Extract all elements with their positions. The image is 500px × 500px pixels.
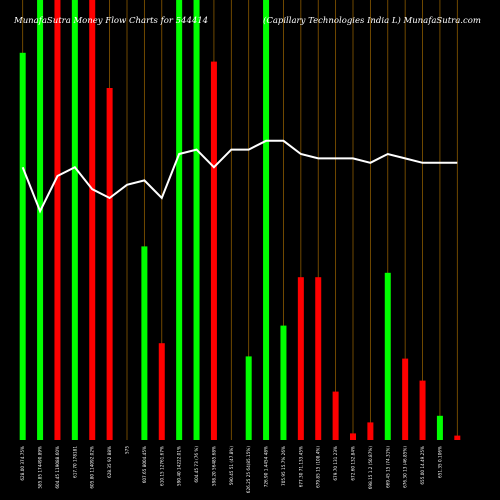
money-flow-bar	[350, 433, 356, 440]
x-tick-label: 628.35 92 88%	[107, 446, 112, 478]
money-flow-bar	[384, 272, 391, 440]
x-tick-label: 698.15 1.2 (50.87%)	[368, 446, 373, 490]
money-flow-bar	[71, 0, 78, 440]
money-flow-bar	[89, 0, 96, 440]
chart-title-left: MunafaSutra Money Flow Charts for 544414	[13, 16, 208, 26]
chart-title-right: (Capillary Technologies India L) MunafaS…	[263, 15, 481, 26]
money-flow-bar	[210, 61, 217, 440]
x-tick-label: 676.30 13 (46.85%)	[403, 446, 408, 488]
money-flow-bar	[193, 0, 200, 440]
flow-line-series	[21, 139, 458, 214]
x-tick-label: 590.45 51 (47.8%)	[229, 446, 234, 486]
money-flow-bar	[54, 0, 61, 440]
money-flow-bar	[19, 52, 26, 441]
x-tick-label: 651.35 0.106%	[437, 446, 442, 478]
x-tick-label: 677.30 71.133.45%	[298, 446, 303, 487]
x-tick-label: 598.20 56485.68%	[211, 446, 216, 486]
x-tick-label: 669.45 15 (74.31%)	[385, 446, 390, 488]
x-tick-label: 575	[125, 446, 130, 454]
x-tick-label: 605.80 114092.02%	[90, 446, 95, 489]
x-tick-label: 626.25 25 64(85.15%)	[246, 446, 251, 494]
money-flow-bar	[402, 358, 409, 440]
bar-series	[19, 0, 461, 441]
money-flow-bar	[315, 277, 322, 440]
x-tick-label: 604.45 119088.60%	[55, 446, 60, 489]
money-flow-bar	[245, 356, 252, 440]
money-flow-bar	[436, 415, 443, 440]
flow-line	[21, 139, 458, 214]
x-tick-label: 607.65 8004.45%	[142, 446, 147, 483]
x-tick-label: 705.95 15.7% 26%	[281, 446, 286, 486]
money-flow-bar	[297, 277, 304, 440]
money-flow-bar	[419, 380, 426, 440]
x-tick-label: 679.85 15 (108.4%)	[316, 446, 321, 488]
money-flow-bar	[176, 0, 183, 440]
x-tick-label: 655.00 14.49.25%	[420, 446, 425, 485]
money-flow-bar	[37, 0, 44, 440]
x-tick-label: 590.40 14222.01%	[177, 446, 182, 486]
x-tick-label: 726.90 1.4454 48%	[264, 446, 269, 487]
money-flow-bar	[263, 0, 270, 440]
x-tick-label: 617.70 178181	[72, 446, 77, 478]
money-flow-bar	[106, 88, 113, 440]
money-flow-bar	[280, 325, 287, 440]
money-flow-bar	[367, 422, 374, 440]
x-tick-label: 610.15 12761.67%	[159, 446, 164, 486]
x-tick-label: 604.45 73 (76 %)	[194, 446, 199, 483]
money-flow-bar	[158, 343, 165, 440]
x-tick-label: 672.60 132.84%	[351, 446, 356, 481]
money-flow-bar	[454, 435, 461, 440]
money-flow-bar	[141, 246, 148, 440]
money-flow-bar	[332, 391, 339, 440]
x-tick-labels: 628.00 374.75% 585.85 174490.89% 604.45 11…	[20, 446, 442, 494]
x-tick-label: 628.00 374.75%	[20, 446, 25, 481]
x-tick-label: 585.85 174490.89%	[38, 446, 43, 489]
x-tick-label: 679.70 131 23%	[333, 446, 338, 481]
